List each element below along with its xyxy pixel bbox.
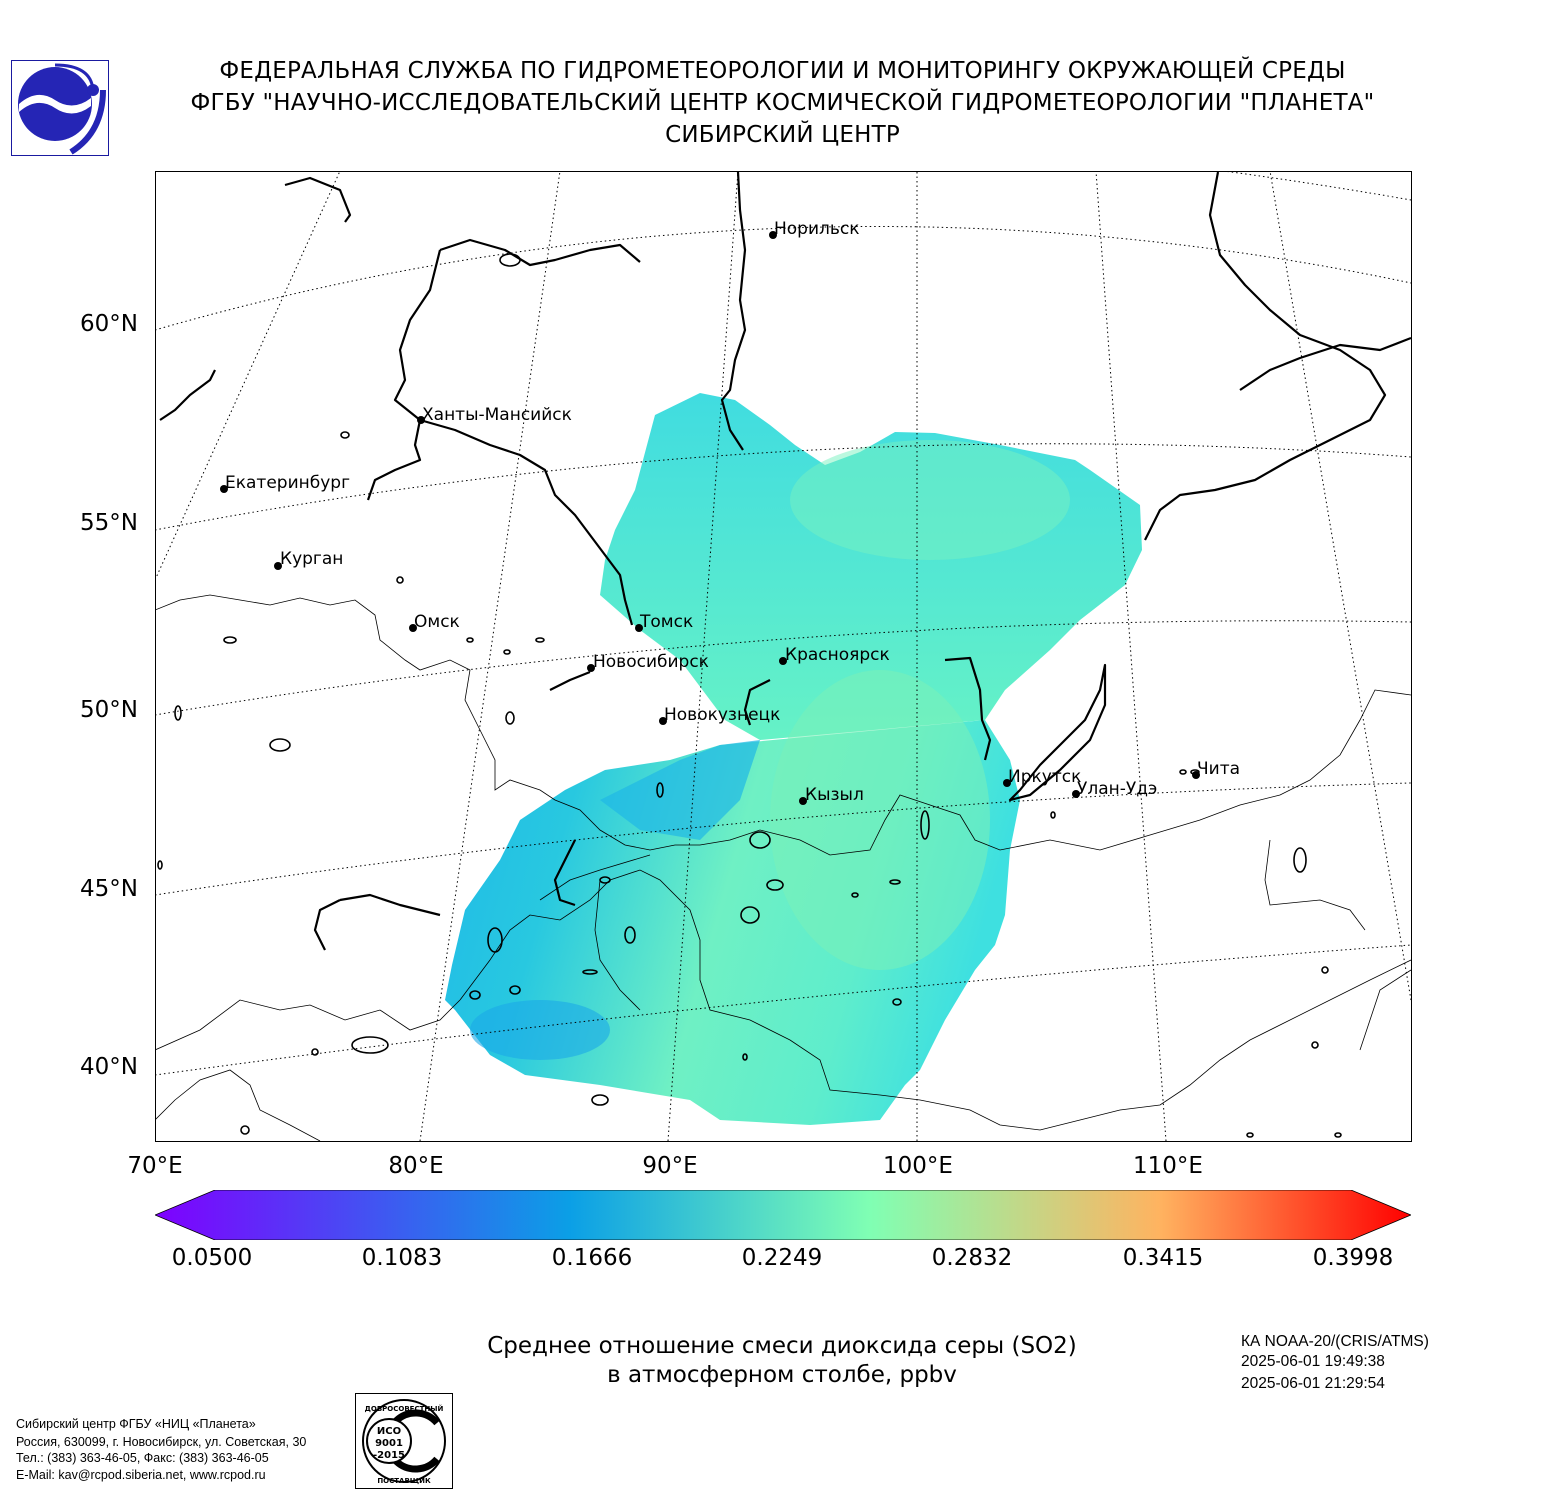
iso-code-3: -2015 <box>373 1450 405 1461</box>
colorbar-tick: 0.3415 <box>1122 1245 1204 1271</box>
city-label: Улан-Удэ <box>1077 779 1158 799</box>
header-line-2: ФГБУ "НАУЧНО-ИССЛЕДОВАТЕЛЬСКИЙ ЦЕНТР КОС… <box>190 90 1375 116</box>
lon-label: 100°E <box>883 1153 953 1179</box>
iso-certification-badge: ДОБРОСОВЕСТНЫЙ ИСО 9001 -2015 ПОСТАВЩИК <box>355 1393 453 1489</box>
city-marker <box>659 717 667 725</box>
colorbar <box>155 1190 1411 1240</box>
colorbar-tick: 0.0500 <box>171 1245 253 1271</box>
city-marker <box>409 624 417 632</box>
lon-label: 110°E <box>1133 1153 1203 1179</box>
city-label: Ханты-Мансийск <box>422 405 572 425</box>
city-label: Новосибирск <box>593 652 709 672</box>
lat-label: 40°N <box>80 1054 138 1080</box>
time-end: 2025-06-01 21:29:54 <box>1241 1375 1385 1392</box>
city-label: Екатеринбург <box>225 473 351 493</box>
footer-line-4: E-Mail: kav@rcpod.siberia.net, www.rcpod… <box>16 1468 266 1482</box>
time-start: 2025-06-01 19:49:38 <box>1241 1353 1385 1370</box>
footer-line-3: Тел.: (383) 363-46-05, Факс: (383) 363-4… <box>16 1451 269 1465</box>
lon-label: 80°E <box>388 1153 444 1179</box>
header-line-3: СИБИРСКИЙ ЦЕНТР <box>665 122 900 148</box>
product-title-line-2: в атмосферном столбе, ppbv <box>607 1362 957 1388</box>
city-label: Иркутск <box>1008 767 1082 787</box>
city-marker <box>769 231 777 239</box>
city-marker <box>779 657 787 665</box>
city-label: Новокузнецк <box>664 705 781 725</box>
colorbar-tick: 0.1083 <box>361 1245 443 1271</box>
header-line-1: ФЕДЕРАЛЬНАЯ СЛУЖБА ПО ГИДРОМЕТЕОРОЛОГИИ … <box>219 58 1346 84</box>
iso-code-2: 9001 <box>375 1438 403 1449</box>
colorbar-tick: 0.1666 <box>551 1245 633 1271</box>
planeta-logo-icon <box>11 60 109 156</box>
colorbar-tick: 0.3998 <box>1312 1245 1394 1271</box>
city-marker <box>1072 790 1080 798</box>
iso-code-1: ИСО <box>377 1426 401 1437</box>
city-marker <box>220 485 228 493</box>
city-marker <box>799 797 807 805</box>
footer-line-2: Россия, 630099, г. Новосибирск, ул. Сове… <box>16 1435 307 1449</box>
colorbar-tick: 0.2832 <box>931 1245 1013 1271</box>
footer-line-1: Сибирский центр ФГБУ «НИЦ «Планета» <box>16 1417 256 1431</box>
city-label: Омск <box>414 612 460 632</box>
city-label: Чита <box>1197 759 1241 779</box>
lat-label: 50°N <box>80 697 138 723</box>
city-label: Норильск <box>774 219 860 239</box>
product-title-line-1: Среднее отношение смеси диоксида серы (S… <box>487 1333 1077 1359</box>
lon-label: 90°E <box>642 1153 698 1179</box>
city-marker <box>1003 779 1011 787</box>
city-marker <box>274 562 282 570</box>
city-marker <box>417 416 425 424</box>
iso-bottom-text: ПОСТАВЩИК <box>377 1477 431 1485</box>
lat-label: 55°N <box>80 510 138 536</box>
lat-label: 45°N <box>80 876 138 902</box>
iso-top-text: ДОБРОСОВЕСТНЫЙ <box>365 1404 444 1413</box>
lon-label: 70°E <box>127 1153 183 1179</box>
city-marker <box>635 624 643 632</box>
satellite-name: КА NOAA-20/(CRIS/ATMS) <box>1241 1333 1429 1350</box>
city-marker <box>1192 771 1200 779</box>
city-label: Красноярск <box>785 645 890 665</box>
lat-label: 60°N <box>80 311 138 337</box>
city-marker <box>587 664 595 672</box>
city-label: Кызыл <box>805 785 864 805</box>
city-label: Курган <box>280 549 344 569</box>
colorbar-tick: 0.2249 <box>741 1245 823 1271</box>
city-label: Томск <box>640 612 694 632</box>
